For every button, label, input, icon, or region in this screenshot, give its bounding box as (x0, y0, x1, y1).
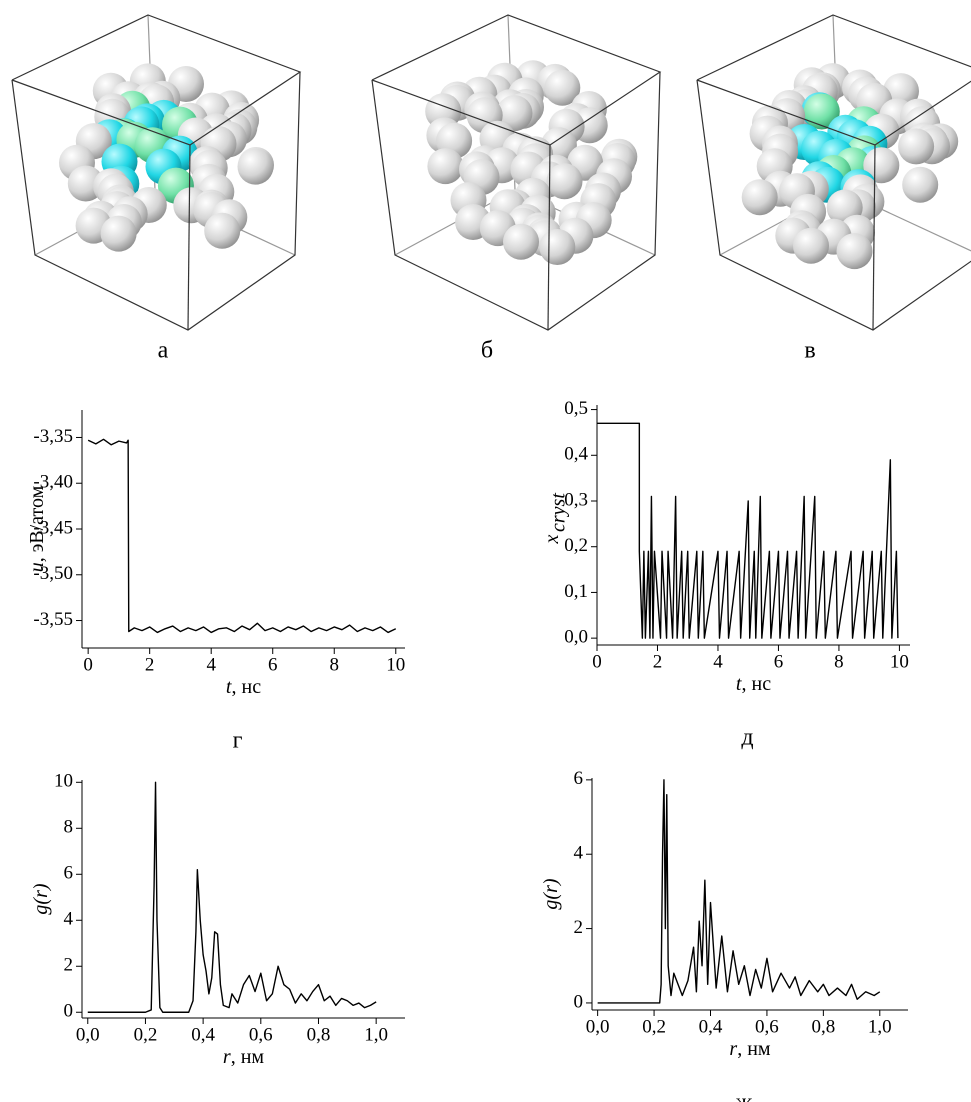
x-tick-label: 1,0 (868, 1016, 892, 1037)
x-tick-label: 0,6 (755, 1016, 779, 1037)
x-tick-label: 2 (145, 654, 155, 675)
panel-label: д (741, 725, 753, 751)
y-tick-label: 0,0 (564, 627, 588, 648)
y-axis-label: g(r) (540, 878, 562, 909)
data-line (597, 423, 898, 638)
atom (742, 179, 778, 215)
y-axis-label: u, эВ/атом (26, 485, 48, 572)
atom (503, 224, 539, 260)
y-axis-label: x (541, 534, 563, 544)
y-tick-label: 6 (574, 768, 584, 789)
x-tick-label: 1,0 (364, 1024, 388, 1045)
x-axis-label: r, нм (729, 1038, 771, 1060)
panel-label: г (233, 728, 243, 754)
x-tick-label: 2 (653, 651, 663, 672)
data-line (88, 782, 376, 1012)
y-tick-label: -3,55 (33, 609, 73, 630)
x-tick-label: 10 (890, 651, 909, 672)
data-line (598, 780, 880, 1003)
panel-label: в (804, 338, 815, 364)
x-tick-label: 4 (206, 654, 216, 675)
y-tick-label: 0,5 (564, 398, 588, 419)
panel-label: б (481, 338, 493, 364)
atom (547, 163, 583, 199)
molecule-cube (697, 15, 971, 330)
x-tick-label: 8 (834, 651, 844, 672)
atom (837, 233, 873, 269)
y-tick-label: 0,2 (564, 535, 588, 556)
y-tick-label: 0 (64, 1001, 74, 1022)
x-axis-label: t, нс (736, 673, 771, 695)
x-axis-label: t, нс (226, 676, 261, 698)
y-tick-label: 2 (64, 955, 74, 976)
x-tick-label: 6 (774, 651, 784, 672)
x-tick-label: 0,8 (811, 1016, 835, 1037)
y-tick-label: 0 (574, 991, 584, 1012)
data-line (88, 439, 396, 632)
figure: а б в 0246810-3,35-3,40-3,45-3,50-3,55t,… (0, 0, 971, 1102)
atom (101, 216, 137, 252)
atom (902, 167, 938, 203)
x-tick-label: 10 (386, 654, 405, 675)
y-tick-label: -3,35 (33, 426, 73, 447)
y-axis-label: g(r) (30, 883, 52, 914)
x-tick-label: 0,8 (307, 1024, 331, 1045)
y-tick-label: 10 (54, 771, 73, 792)
y-tick-label: 0,4 (564, 444, 588, 465)
atom (539, 229, 575, 265)
x-tick-label: 0,0 (76, 1024, 100, 1045)
y-tick-label: 2 (574, 917, 584, 938)
atom (238, 149, 274, 185)
y-tick-label: 6 (64, 863, 74, 884)
panel-label: ж (735, 1090, 753, 1102)
atom (427, 148, 463, 184)
y-tick-label: 8 (64, 817, 74, 838)
x-tick-label: 0,0 (586, 1016, 610, 1037)
atom (793, 228, 829, 264)
panel-label: е (232, 1098, 243, 1102)
x-axis-label: r, нм (223, 1046, 265, 1068)
x-tick-label: 0 (592, 651, 602, 672)
y-axis-label-sub: cryst (548, 493, 570, 532)
x-tick-label: 8 (329, 654, 339, 675)
page: {"images": [{"label": "а"}, {"label": "б… (0, 0, 971, 1102)
y-tick-label: 4 (574, 843, 584, 864)
y-tick-label: 4 (64, 909, 74, 930)
x-tick-label: 0 (83, 654, 93, 675)
x-tick-label: 0,4 (699, 1016, 723, 1037)
atom (204, 213, 240, 249)
x-tick-label: 0,6 (249, 1024, 273, 1045)
x-tick-label: 6 (268, 654, 278, 675)
atom (898, 128, 934, 164)
x-tick-label: 0,4 (191, 1024, 215, 1045)
x-tick-label: 4 (713, 651, 723, 672)
molecule-cube (372, 15, 660, 330)
x-tick-label: 0,2 (134, 1024, 158, 1045)
panel-label: а (158, 338, 169, 364)
y-tick-label: 0,1 (564, 581, 588, 602)
x-tick-label: 0,2 (642, 1016, 666, 1037)
molecule-cube (12, 15, 300, 330)
